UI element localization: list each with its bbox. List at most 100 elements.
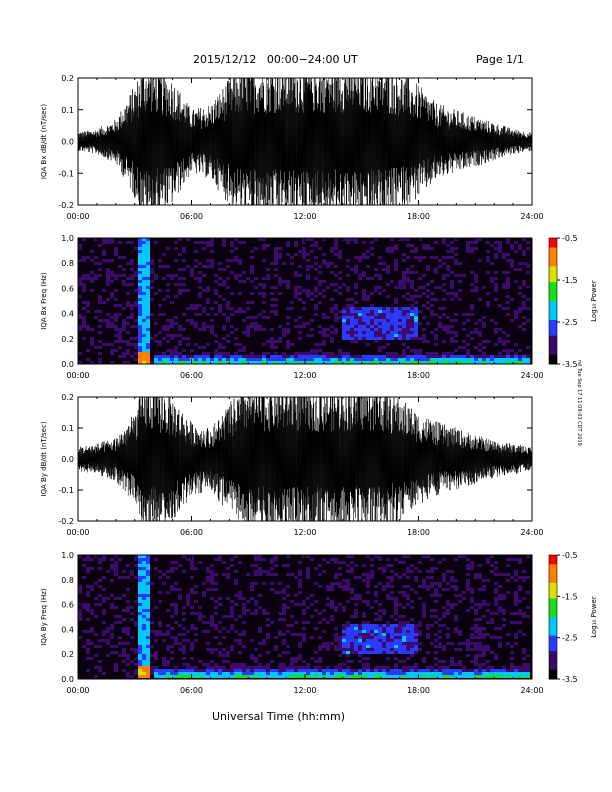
spectrogram-cell — [302, 627, 306, 630]
spectrogram-cell — [466, 250, 470, 253]
spectrogram-cell — [282, 609, 286, 612]
spectrogram-cell — [402, 253, 406, 256]
spectrogram-cell — [354, 268, 358, 271]
spectrogram-cell — [438, 642, 442, 645]
spectrogram-cell — [442, 579, 446, 582]
spectrogram-cell — [286, 316, 290, 319]
spectrogram-cell — [226, 576, 230, 579]
spectrogram-cell — [498, 352, 502, 355]
spectrogram-cell — [94, 310, 98, 313]
spectrogram-cell — [290, 615, 294, 618]
spectrogram-cell — [342, 283, 346, 286]
spectrogram-cell — [506, 271, 510, 274]
spectrogram-cell — [262, 666, 266, 669]
spectrogram-cell — [422, 609, 426, 612]
spectrogram-cell — [162, 663, 166, 666]
spectrogram-cell — [466, 669, 470, 672]
spectrogram-cell — [142, 642, 146, 645]
spectrogram-cell — [426, 633, 430, 636]
spectrogram-cell — [234, 358, 238, 361]
spectrogram-cell — [166, 247, 170, 250]
spectrogram-cell — [202, 247, 206, 250]
spectrogram-cell — [394, 597, 398, 600]
spectrogram-cell — [478, 627, 482, 630]
spectrogram-cell — [126, 343, 130, 346]
spectrogram-cell — [342, 642, 346, 645]
spectrogram-cell — [322, 316, 326, 319]
spectrogram-cell — [146, 561, 150, 564]
y-tick-label: -0.2 — [58, 201, 74, 210]
spectrogram-cell — [290, 672, 294, 675]
spectrogram-cell — [318, 675, 322, 678]
spectrogram-cell — [170, 325, 174, 328]
spectrogram-cell — [282, 639, 286, 642]
spectrogram-cell — [486, 561, 490, 564]
spectrogram-cell — [442, 612, 446, 615]
spectrogram-cell — [146, 250, 150, 253]
spectrogram-cell — [106, 322, 110, 325]
spectrogram-cell — [374, 310, 378, 313]
spectrogram-cell — [138, 337, 142, 340]
spectrogram-cell — [362, 648, 366, 651]
spectrogram-cell — [146, 639, 150, 642]
spectrogram-cell — [342, 630, 346, 633]
spectrogram-cell — [126, 627, 130, 630]
spectrogram-cell — [194, 675, 198, 678]
spectrogram-cell — [330, 283, 334, 286]
spectrogram-cell — [326, 672, 330, 675]
spectrogram-cell — [322, 262, 326, 265]
spectrogram-cell — [470, 597, 474, 600]
spectrogram-cell — [90, 657, 94, 660]
spectrogram-cell — [86, 606, 90, 609]
spectrogram-cell — [398, 576, 402, 579]
spectrogram-cell — [518, 310, 522, 313]
spectrogram-cell — [402, 630, 406, 633]
spectrogram-cell — [274, 274, 278, 277]
colorbar-swatch — [549, 301, 557, 305]
spectrogram-cell — [386, 265, 390, 268]
spectrogram-cell — [278, 630, 282, 633]
spectrogram-cell — [478, 633, 482, 636]
spectrogram-cell — [366, 585, 370, 588]
spectrogram-cell — [474, 346, 478, 349]
y-tick-label: -0.2 — [58, 517, 74, 526]
spectrogram-cell — [218, 675, 222, 678]
spectrogram-cell — [442, 576, 446, 579]
spectrogram-cell — [142, 630, 146, 633]
spectrogram-cell — [190, 606, 194, 609]
spectrogram-cell — [346, 651, 350, 654]
spectrogram-cell — [110, 627, 114, 630]
spectrogram-cell — [190, 657, 194, 660]
spectrogram-cell — [138, 642, 142, 645]
spectrogram-cell — [350, 672, 354, 675]
spectrogram-cell — [118, 615, 122, 618]
spectrogram-cell — [214, 588, 218, 591]
spectrogram-cell — [470, 669, 474, 672]
spectrogram-cell — [410, 307, 414, 310]
spectrogram-cell — [262, 675, 266, 678]
spectrogram-cell — [254, 603, 258, 606]
spectrogram-cell — [302, 355, 306, 358]
spectrogram-cell — [286, 585, 290, 588]
spectrogram-cell — [462, 322, 466, 325]
spectrogram-cell — [514, 579, 518, 582]
spectrogram-cell — [506, 358, 510, 361]
spectrogram-cell — [162, 633, 166, 636]
spectrogram-cell — [366, 298, 370, 301]
spectrogram-cell — [326, 265, 330, 268]
spectrogram-cell — [138, 361, 142, 364]
spectrogram-cell — [298, 645, 302, 648]
spectrogram-cell — [382, 624, 386, 627]
spectrogram-cell — [474, 576, 478, 579]
spectrogram-cell — [454, 672, 458, 675]
spectrogram-cell — [390, 250, 394, 253]
spectrogram-cell — [138, 627, 142, 630]
spectrogram-cell — [458, 289, 462, 292]
spectrogram-cell — [442, 672, 446, 675]
spectrogram-cell — [138, 286, 142, 289]
spectrogram-cell — [162, 298, 166, 301]
spectrogram-cell — [198, 561, 202, 564]
spectrogram-cell — [210, 621, 214, 624]
spectrogram-cell — [222, 654, 226, 657]
spectrogram-cell — [406, 322, 410, 325]
